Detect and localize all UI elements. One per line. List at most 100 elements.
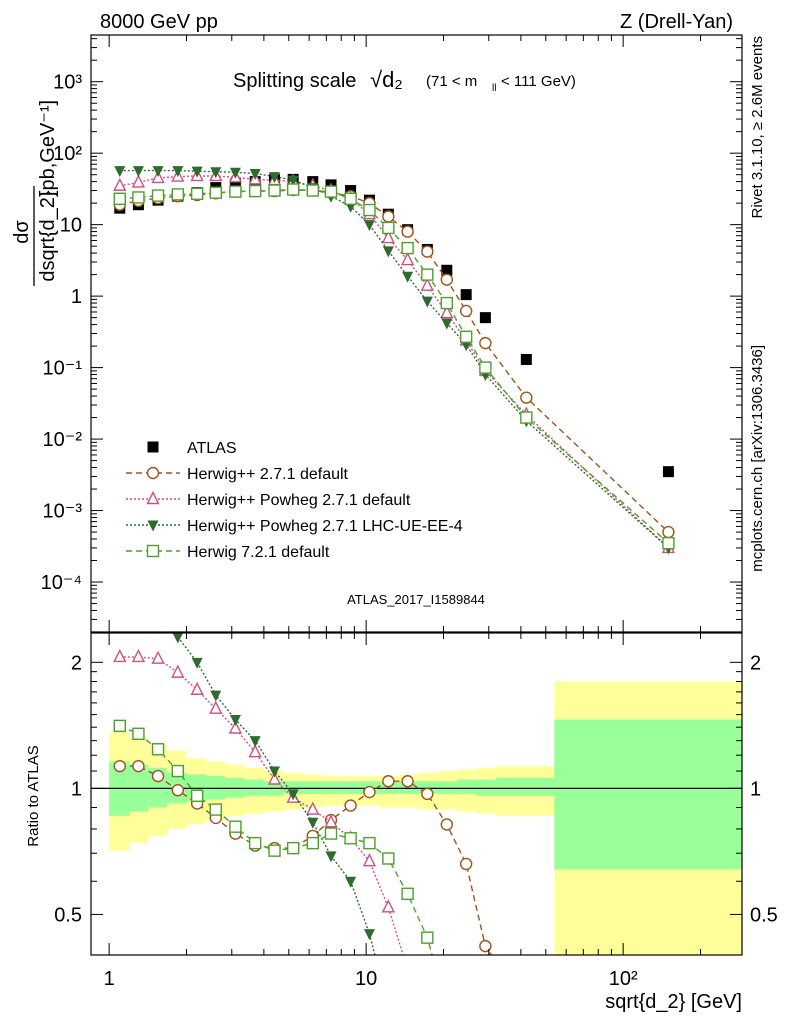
main-ytick-label: 10	[60, 215, 82, 237]
main-herwig_721-point	[151, 189, 165, 202]
ratio-ytick-label: 1	[71, 778, 82, 800]
analysis-watermark: ATLAS_2017_I1589844	[347, 592, 485, 607]
ratio-herwig_721-point	[344, 832, 357, 845]
ratio-herwigpp_271-point	[521, 1002, 532, 1013]
main-powheg_271-point	[381, 229, 395, 244]
ratio-powheg_ue-point	[287, 789, 299, 801]
chart-title-math: √d₂	[370, 67, 403, 92]
stat-band-bin	[225, 777, 245, 798]
main-herwig_721-point	[662, 536, 675, 550]
ratio-powheg_ue-point	[363, 929, 375, 941]
ratio-herwig_721-point	[382, 852, 395, 865]
header-right: Z (Drell-Yan)	[620, 11, 733, 33]
ratio-xtick-label: 10²	[609, 968, 638, 990]
main-herwig_721-point	[286, 183, 300, 196]
main-ytick-label: 1	[71, 286, 82, 308]
stat-band-bin	[495, 777, 555, 796]
ratio-powheg_271-point	[131, 648, 146, 663]
main-herwig_721-point	[190, 187, 204, 201]
main-herwig_721-line	[119, 188, 669, 544]
ratio-herwig_721-point	[421, 931, 434, 944]
ylabel-units: [pb,GeV⁻¹]	[37, 100, 59, 196]
main-ytick-label: 10⁻²	[43, 429, 83, 451]
stat-band-bin	[437, 781, 458, 794]
main-atlas-point	[229, 178, 241, 190]
ratio-herwig_721-point	[268, 844, 281, 857]
ratio-ytick-label: 2	[71, 652, 82, 674]
main-herwig_721-point	[459, 330, 473, 343]
ylabel-denominator: dsqrt{d_2}	[37, 190, 59, 282]
main-herwig_721-point	[306, 184, 319, 197]
ratio-herwigpp_271-point	[363, 785, 376, 799]
main-herwig_721-point	[363, 203, 376, 217]
main-herwigpp_271-point	[520, 391, 533, 404]
main-herwigpp_271-point	[382, 210, 395, 223]
ratio-herwig_721-point	[229, 820, 242, 833]
ratio-herwig_721-point	[306, 836, 319, 850]
ratio-powheg_ue-point	[229, 715, 241, 727]
ratio-powheg_271-point	[248, 744, 262, 758]
ratio-powheg_271-point	[190, 681, 204, 695]
main-herwig_721-point	[268, 184, 281, 197]
main-powheg_ue-point	[229, 167, 241, 179]
ratio-powheg_271-point	[228, 720, 243, 734]
ratio-xlabel: sqrt{d_2} [GeV]	[605, 991, 742, 1013]
ratio-powheg_ue-point	[269, 766, 281, 778]
main-powheg_ue-point	[152, 166, 164, 178]
main-frame	[90, 34, 743, 633]
ratio-herwig_721-point	[324, 827, 338, 840]
ratio-powheg_271-point	[267, 771, 282, 785]
main-atlas-point	[662, 466, 674, 478]
ratio-powheg_271-point	[306, 801, 320, 815]
ratio-herwig_721-point	[171, 764, 185, 778]
ratio-herwigpp_271-point	[132, 759, 145, 773]
main-herwig_721-point	[421, 268, 434, 281]
main-powheg_ue-point	[441, 318, 453, 330]
ratio-powheg_ue-line	[177, 636, 376, 955]
main-herwig_721-point	[440, 296, 454, 310]
header-left: 8000 GeV pp	[100, 11, 218, 33]
main-atlas-point	[460, 289, 472, 301]
ratio-herwig_721-point	[190, 789, 204, 802]
main-powheg_ue-point	[287, 175, 299, 187]
ratio-ytick-label-right: 1	[750, 778, 761, 800]
legend-marker-atlas	[147, 441, 159, 453]
legend-marker-herwig_721	[146, 544, 160, 558]
stat-band-bin	[476, 779, 496, 796]
legend-marker-powheg_ue	[147, 520, 159, 532]
ratio-herwigpp_271-point	[479, 939, 492, 953]
main-powheg_ue-point	[269, 172, 281, 184]
rivet-label: Rivet 3.1.10, ≥ 2.6M events	[749, 36, 766, 219]
main-herwigpp_271-point	[459, 304, 473, 318]
ratio-herwig_721-point	[151, 743, 165, 756]
legend: ATLAS Herwig++ 2.7.1 default Herwig++ Powh…	[126, 440, 463, 561]
ratio-herwigpp_271-point	[421, 787, 434, 801]
main-powheg_271-point	[400, 251, 415, 266]
chart-title-text: Splitting scale	[233, 70, 356, 92]
legend-label-herwig_721: Herwig 7.2.1 default	[187, 544, 330, 561]
ratio-herwigpp_271-point	[382, 775, 395, 788]
ratio-powheg_271-point	[324, 814, 338, 828]
ratio-powheg_ue-point	[307, 817, 319, 829]
ratio-herwig_721-point	[401, 887, 414, 901]
main-herwig_721-point	[132, 191, 145, 204]
legend-label-powheg_ue: Herwig++ Powheg 2.7.1 LHC-UE-EE-4	[187, 518, 463, 535]
main-herwigpp_271-point	[421, 245, 434, 258]
legend-marker-herwigpp_271	[146, 466, 160, 480]
ratio-series-layer	[113, 633, 532, 1014]
main-herwig_721-point	[113, 192, 126, 205]
main-ytick-label: 10⁻¹	[43, 358, 83, 380]
ratio-powheg_ue-point	[383, 1003, 394, 1014]
ratio-herwig_721-point	[209, 803, 222, 816]
main-powheg_271-point	[113, 177, 127, 191]
main-atlas-point	[479, 312, 491, 324]
legend-label-atlas: ATLAS	[187, 440, 237, 457]
main-herwig_721-point	[209, 186, 222, 199]
main-herwig_721-point	[229, 185, 242, 198]
ratio-powheg_271-point	[151, 650, 165, 664]
ratio-herwigpp_271-point	[440, 818, 454, 831]
main-powheg_ue-point	[191, 166, 203, 178]
chart-title-sub: ll	[492, 83, 496, 94]
mcplots-label: mcplots.cern.ch [arXiv:1306.3436]	[749, 345, 766, 572]
main-powheg_271-point	[440, 304, 454, 319]
